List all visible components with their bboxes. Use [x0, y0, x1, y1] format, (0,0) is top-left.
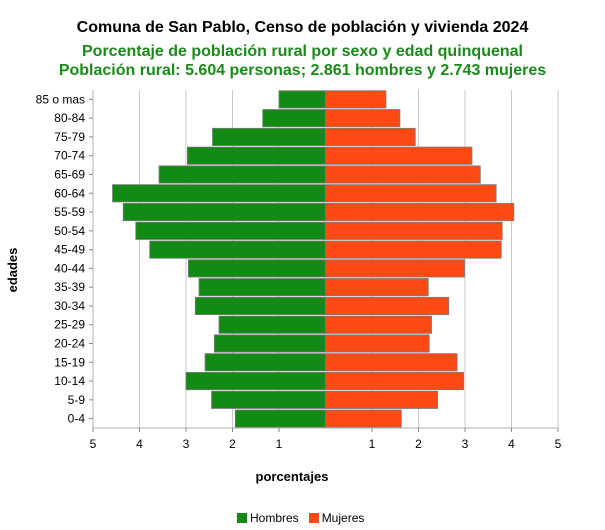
y-tick-label: 5-9 — [68, 393, 86, 407]
legend-item-mujeres: Mujeres — [308, 511, 365, 525]
bar-hombres-70-74 — [186, 146, 326, 165]
x-tick-label: 2 — [415, 437, 422, 451]
bar-mujeres-60-64 — [325, 184, 497, 203]
bar-mujeres-65-69 — [325, 165, 481, 184]
y-tick-label: 20-24 — [54, 337, 85, 351]
bar-hombres-10-14 — [185, 372, 326, 391]
bar-mujeres-10-14 — [325, 372, 465, 391]
bar-hombres-50-54 — [135, 221, 326, 240]
y-tick-label: 75-79 — [54, 130, 85, 144]
bar-hombres-85-o-mas — [278, 90, 326, 109]
chart-legend: Hombres Mujeres — [237, 511, 374, 525]
y-tick-label: 85 o mas — [36, 92, 85, 106]
x-tick-label: 1 — [369, 437, 376, 451]
bar-hombres-0-4 — [234, 409, 326, 428]
bar-mujeres-85-o-mas — [325, 90, 387, 109]
bar-hombres-40-44 — [187, 259, 326, 278]
bar-mujeres-15-19 — [325, 353, 458, 372]
bar-mujeres-25-29 — [325, 315, 432, 334]
chart-title: Comuna de San Pablo, Censo de población … — [76, 19, 529, 36]
bar-mujeres-40-44 — [325, 259, 465, 278]
bar-hombres-80-84 — [262, 109, 326, 128]
bar-mujeres-80-84 — [325, 109, 401, 128]
x-tick-label: 4 — [508, 437, 515, 451]
x-tick-label: 3 — [462, 437, 469, 451]
y-tick-label: 30-34 — [54, 299, 85, 313]
bar-hombres-60-64 — [112, 184, 326, 203]
legend-item-hombres: Hombres — [237, 511, 299, 525]
y-tick-label: 15-19 — [54, 355, 85, 369]
y-tick-label: 40-44 — [54, 261, 85, 275]
x-tick-label: 4 — [136, 437, 143, 451]
y-axis-label: edades — [5, 248, 20, 293]
x-tick-label: 5 — [555, 437, 562, 451]
bar-mujeres-45-49 — [325, 240, 502, 259]
chart-subtitle-1: Porcentaje de población rural por sexo y… — [82, 43, 523, 60]
bar-hombres-5-9 — [211, 390, 326, 409]
legend-label-mujeres: Mujeres — [321, 511, 365, 525]
x-axis-label: porcentajes — [256, 469, 329, 484]
bar-mujeres-30-34 — [325, 296, 450, 315]
bar-hombres-45-49 — [149, 240, 326, 259]
bar-hombres-65-69 — [158, 165, 326, 184]
y-tick-label: 25-29 — [54, 318, 85, 332]
bar-mujeres-55-59 — [325, 203, 515, 222]
y-tick-label: 80-84 — [54, 111, 85, 125]
bar-hombres-75-79 — [212, 127, 326, 146]
bar-hombres-25-29 — [218, 315, 326, 334]
chart-subtitle-2: Población rural: 5.604 personas; 2.861 h… — [58, 62, 547, 79]
bar-hombres-35-39 — [198, 278, 326, 297]
bar-hombres-20-24 — [213, 334, 326, 353]
y-tick-label: 70-74 — [54, 149, 85, 163]
bar-hombres-30-34 — [194, 296, 326, 315]
y-tick-label: 50-54 — [54, 224, 85, 238]
bar-mujeres-20-24 — [325, 334, 430, 353]
bar-mujeres-50-54 — [325, 221, 503, 240]
bar-mujeres-5-9 — [325, 390, 438, 409]
y-tick-label: 10-14 — [54, 374, 85, 388]
bar-hombres-15-19 — [204, 353, 326, 372]
bar-hombres-55-59 — [122, 203, 326, 222]
legend-swatch-mujeres — [308, 513, 319, 523]
y-tick-label: 55-59 — [54, 205, 85, 219]
y-tick-label: 45-49 — [54, 243, 85, 257]
bar-mujeres-75-79 — [325, 127, 416, 146]
y-tick-label: 0-4 — [68, 412, 86, 426]
x-tick-label: 1 — [276, 437, 283, 451]
y-tick-label: 60-64 — [54, 186, 85, 200]
bar-mujeres-35-39 — [325, 278, 429, 297]
bar-mujeres-0-4 — [325, 409, 402, 428]
x-tick-label: 3 — [183, 437, 190, 451]
bar-mujeres-70-74 — [325, 146, 473, 165]
y-tick-label: 65-69 — [54, 168, 85, 182]
legend-label-hombres: Hombres — [250, 511, 299, 525]
legend-swatch-hombres — [237, 513, 247, 523]
x-tick-label: 5 — [90, 437, 97, 451]
y-tick-label: 35-39 — [54, 280, 85, 294]
x-tick-label: 2 — [229, 437, 236, 451]
